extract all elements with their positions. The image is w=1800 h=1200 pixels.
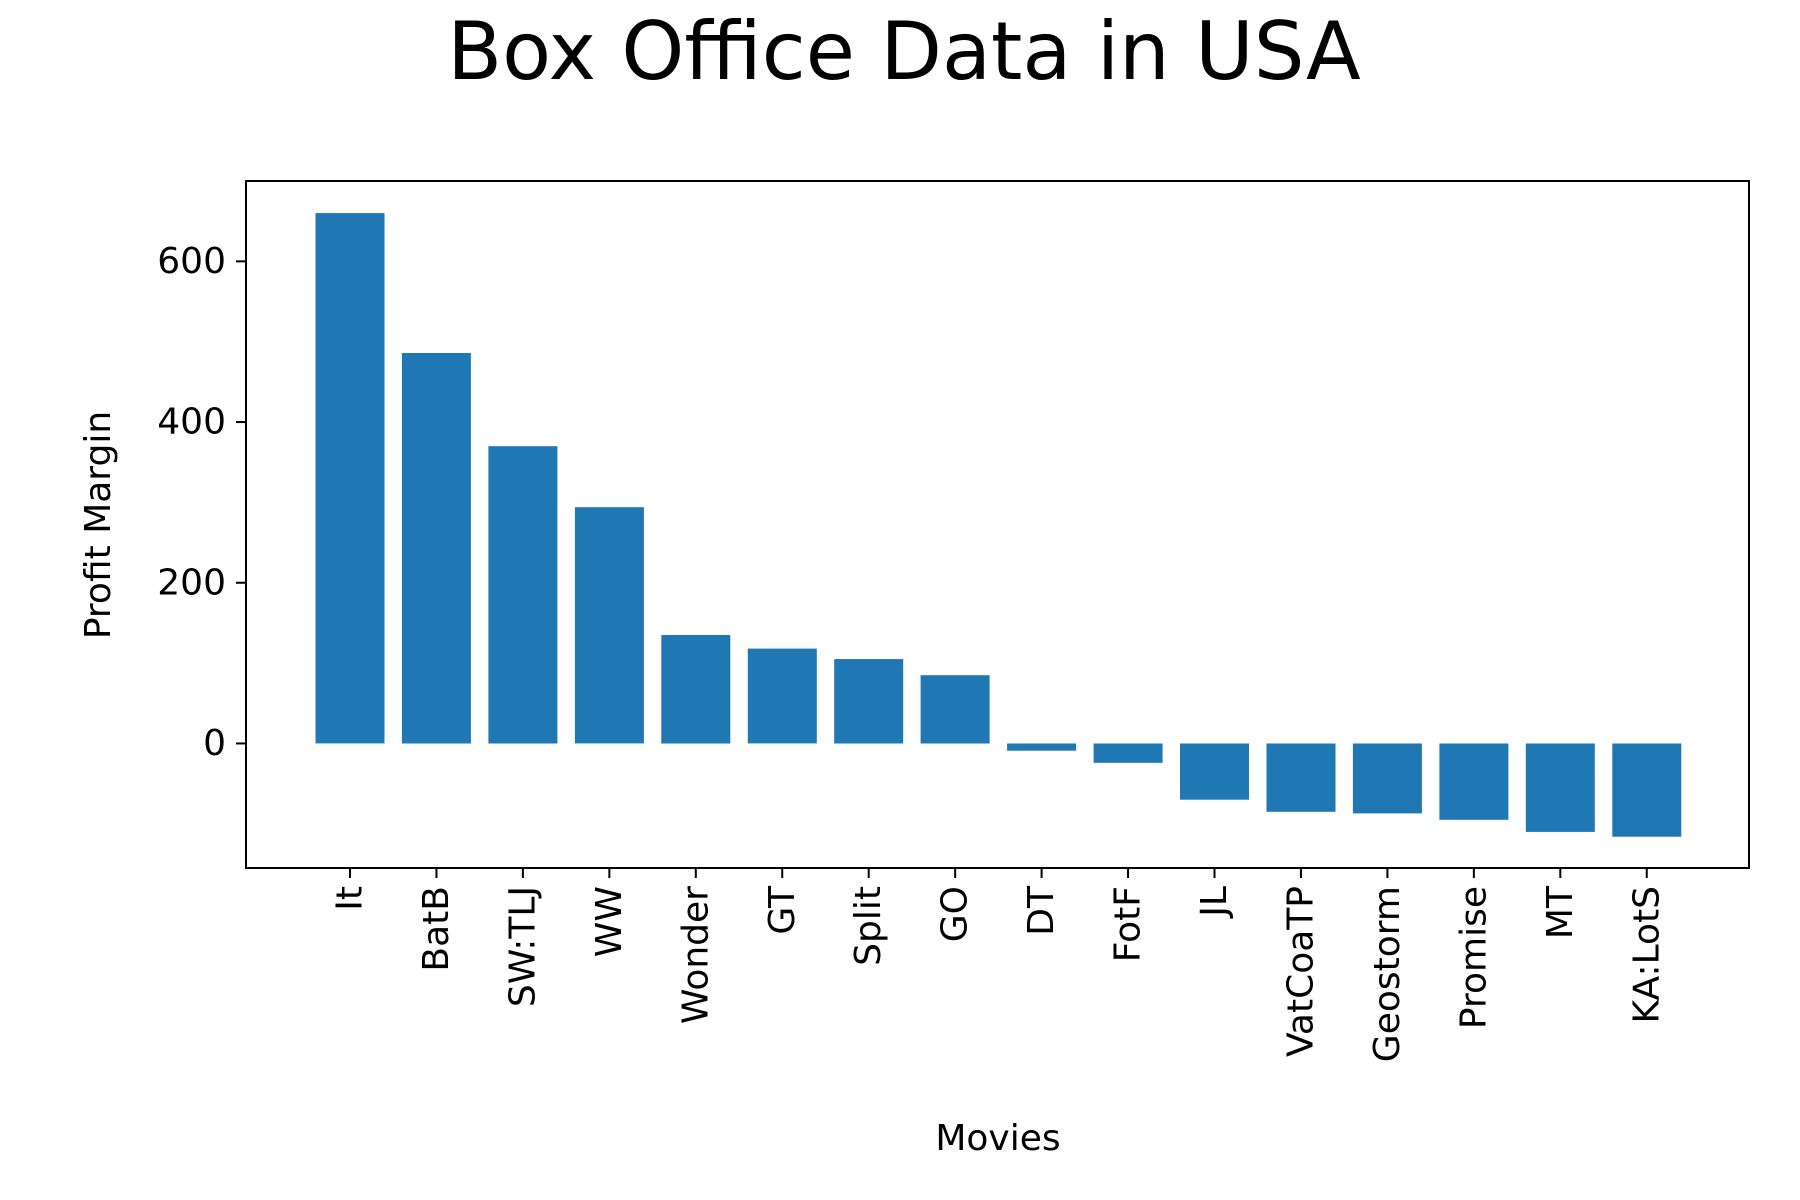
x-tick-label: GT (762, 885, 803, 935)
y-axis-ticks: 0 200 400 600 (157, 241, 246, 764)
y-tick-label: 200 (157, 562, 226, 603)
bar-gt (747, 648, 817, 744)
x-tick-label: MT (1540, 885, 1581, 939)
bar-wonder (661, 635, 731, 744)
x-tick-label: Wonder (675, 886, 716, 1024)
bar-ww (574, 507, 644, 744)
bar-ka-lots (1612, 743, 1682, 837)
x-tick-label: SW:TLJ (502, 886, 543, 1007)
x-tick-label: DT (1021, 885, 1062, 936)
bar-batb (401, 353, 471, 744)
x-tick-label: WW (589, 886, 630, 957)
bar-geostorm (1352, 743, 1422, 814)
x-tick-label: FotF (1108, 886, 1149, 962)
bar-mt (1525, 743, 1595, 832)
bar-go (920, 675, 990, 744)
x-tick-label: GO (935, 886, 976, 942)
bar-vatcoatp (1266, 743, 1336, 812)
x-tick-label: KA:LotS (1626, 886, 1667, 1024)
x-tick-label: Promise (1453, 886, 1494, 1029)
y-tick-label: 0 (203, 723, 226, 764)
x-tick-label: BatB (416, 886, 457, 972)
y-axis-label: Profit Margin (78, 411, 119, 639)
bar-it (315, 213, 385, 744)
y-tick-label: 600 (157, 241, 226, 282)
bar-dt (1007, 743, 1077, 751)
bar-fotf (1093, 743, 1163, 763)
x-axis-ticks: It BatB SW:TLJ WW Wonder GT Split GO DT FotF JL Vat… (330, 868, 1667, 1062)
bars-group (315, 213, 1682, 837)
plot-frame (245, 180, 1750, 869)
bar-sw-tlj (488, 446, 558, 744)
x-axis-label: Movies (935, 1118, 1060, 1159)
x-tick-label: Split (848, 886, 889, 966)
y-tick-label: 400 (157, 402, 226, 443)
x-tick-label: It (330, 886, 371, 911)
x-tick-label: JL (1194, 886, 1235, 919)
x-tick-label: Geostorm (1367, 886, 1408, 1062)
bar-jl (1180, 743, 1249, 800)
x-tick-label: VatCoaTP (1280, 886, 1321, 1057)
chart-title: Box Office Data in USA (447, 5, 1361, 98)
bar-promise (1439, 743, 1509, 820)
bar-split (834, 659, 904, 744)
